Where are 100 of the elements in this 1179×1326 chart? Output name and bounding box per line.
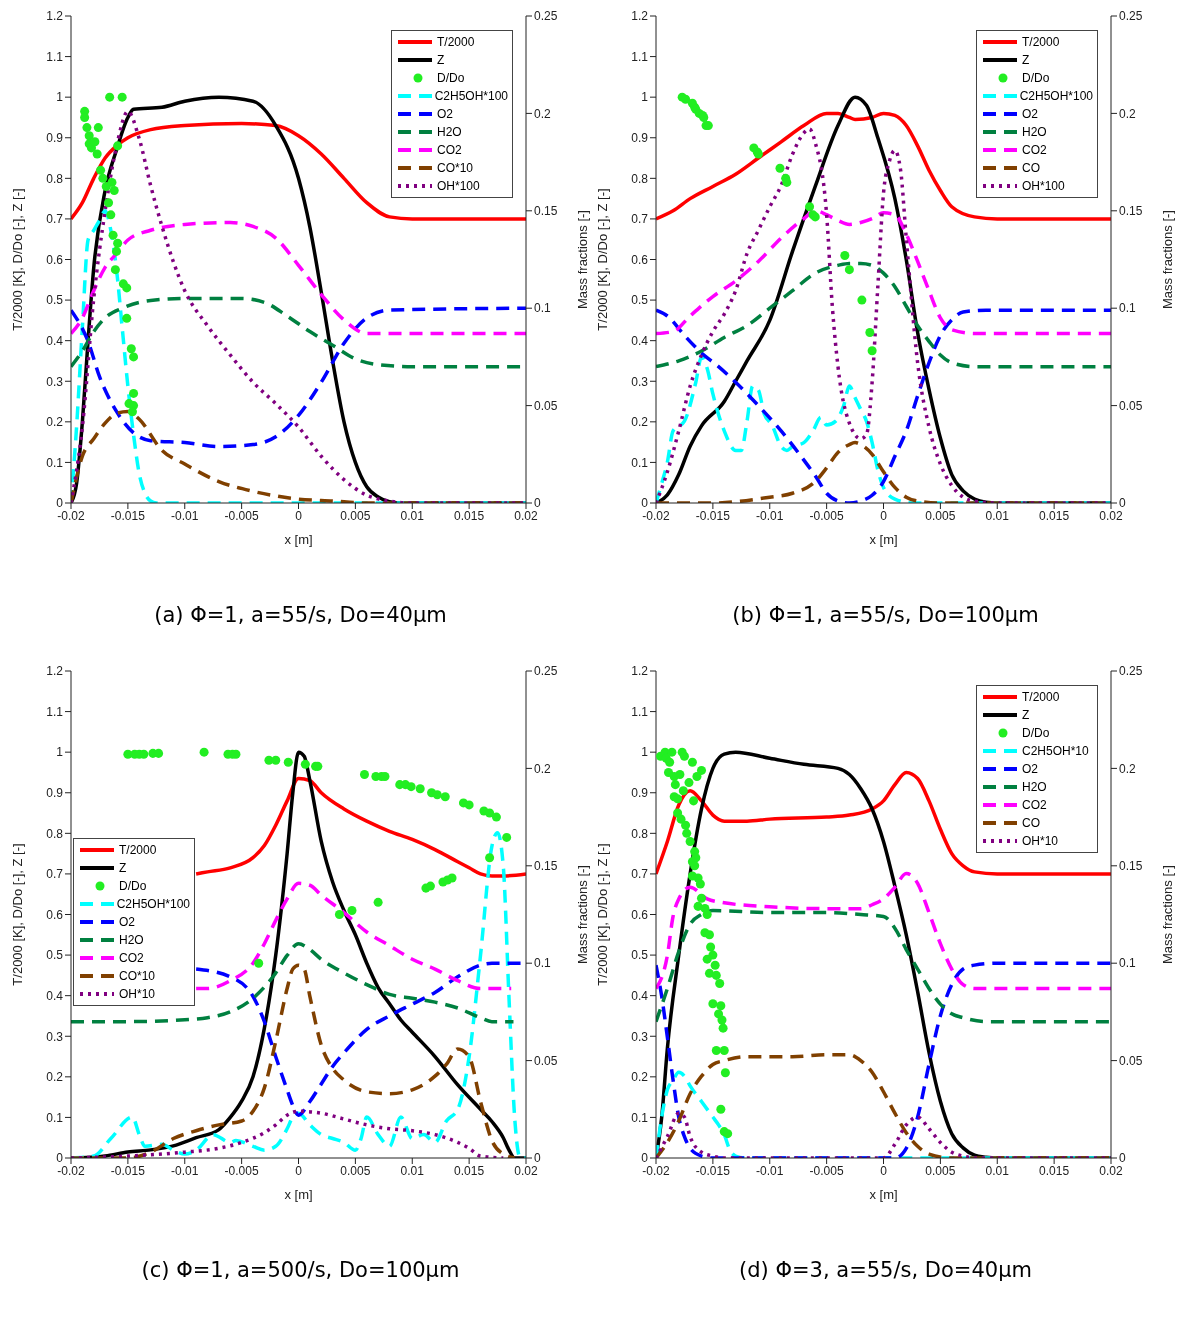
y2-tick-label: 0.05 bbox=[1119, 1053, 1143, 1068]
y2-tick-label: 0.15 bbox=[534, 859, 558, 874]
point bbox=[704, 968, 714, 978]
point bbox=[665, 757, 675, 767]
y-tick-label: 0.9 bbox=[46, 786, 64, 801]
y-tick-label: 0.9 bbox=[631, 786, 649, 801]
legend-label: C2H5OH*100 bbox=[116, 896, 190, 913]
line-series bbox=[656, 111, 1111, 221]
point bbox=[122, 313, 132, 323]
y-tick-label: 1.1 bbox=[631, 49, 649, 64]
legend-label: CO*10 bbox=[437, 160, 474, 177]
point bbox=[464, 800, 474, 810]
point bbox=[113, 141, 123, 151]
y-tick-label: 0.2 bbox=[631, 415, 649, 430]
x-tick-label: -0.01 bbox=[171, 508, 199, 523]
x-tick-label: 0.015 bbox=[454, 1163, 485, 1178]
y2-axis-title: Mass fractions [-] bbox=[1159, 865, 1175, 964]
x-tick-label: 0.01 bbox=[400, 1163, 425, 1178]
line-series bbox=[71, 1109, 505, 1158]
x-tick-label: 0.01 bbox=[400, 508, 425, 523]
y-tick-label: 0.3 bbox=[46, 1029, 64, 1044]
point bbox=[695, 879, 705, 889]
point bbox=[667, 747, 677, 757]
point bbox=[775, 163, 785, 173]
legend-label: Z bbox=[437, 52, 445, 69]
point bbox=[710, 960, 720, 970]
y-tick-label: 0.3 bbox=[631, 374, 649, 389]
y-tick-label: 1.2 bbox=[631, 664, 649, 679]
y-tick-label: 1.2 bbox=[46, 664, 64, 679]
legend-label: OH*10 bbox=[1022, 833, 1059, 850]
legend-label: C2H5OH*10 bbox=[1022, 743, 1089, 760]
legend-label: D/Do bbox=[1022, 725, 1050, 742]
y-tick-label: 0.5 bbox=[46, 948, 64, 963]
legend-label: H2O bbox=[1022, 124, 1047, 141]
line-series bbox=[194, 881, 513, 991]
legend-label: CO2 bbox=[1022, 142, 1047, 159]
point bbox=[105, 92, 115, 102]
y2-tick-label: 0.2 bbox=[1119, 106, 1137, 121]
y-tick-label: 0.4 bbox=[46, 333, 64, 348]
y2-tick-label: 0.15 bbox=[1119, 204, 1143, 219]
x-tick-label: -0.015 bbox=[110, 1163, 146, 1178]
y-tick-label: 0 bbox=[56, 496, 64, 511]
y2-tick-label: 0 bbox=[1119, 1151, 1126, 1166]
legend-label: C2H5OH*100 bbox=[434, 88, 508, 105]
point bbox=[502, 832, 512, 842]
y2-tick-label: 0 bbox=[534, 496, 541, 511]
x-tick-label: 0.02 bbox=[1099, 1163, 1123, 1178]
legend-label: Z bbox=[1022, 52, 1030, 69]
y2-tick-label: 0.25 bbox=[1119, 664, 1143, 679]
point bbox=[109, 186, 119, 196]
y-tick-label: 1 bbox=[641, 90, 649, 105]
point bbox=[708, 999, 718, 1009]
x-tick-label: 0.005 bbox=[340, 1163, 371, 1178]
y-tick-label: 1.1 bbox=[46, 49, 64, 64]
point bbox=[716, 1104, 726, 1114]
legend-label: CO2 bbox=[119, 950, 144, 967]
legend-label: T/2000 bbox=[1022, 34, 1060, 51]
legend-label: Z bbox=[1022, 707, 1030, 724]
point bbox=[696, 765, 707, 775]
x-tick-label: -0.01 bbox=[756, 1163, 784, 1178]
legend-label: H2O bbox=[437, 124, 462, 141]
point bbox=[106, 210, 116, 220]
y-tick-label: 1 bbox=[641, 745, 649, 760]
point bbox=[447, 873, 457, 883]
y2-tick-label: 0.2 bbox=[534, 761, 552, 776]
x-axis-title: x [m] bbox=[869, 532, 898, 547]
y2-tick-label: 0 bbox=[1119, 496, 1126, 511]
y-tick-label: 0.8 bbox=[46, 826, 64, 841]
y-tick-label: 1 bbox=[56, 745, 64, 760]
legend-label: O2 bbox=[437, 106, 454, 123]
point bbox=[300, 759, 310, 769]
point bbox=[82, 123, 92, 133]
point bbox=[117, 92, 127, 102]
x-tick-label: 0 bbox=[880, 508, 888, 523]
point bbox=[720, 1068, 730, 1078]
legend-label: T/2000 bbox=[1022, 689, 1060, 706]
x-tick-label: -0.005 bbox=[809, 508, 844, 523]
x-tick-label: 0.005 bbox=[340, 508, 371, 523]
legend-label: D/Do bbox=[119, 878, 147, 895]
line-series bbox=[71, 220, 526, 336]
point bbox=[689, 796, 699, 806]
x-tick-label: 0.005 bbox=[925, 1163, 956, 1178]
y-tick-label: 0.4 bbox=[46, 988, 64, 1003]
y2-tick-label: 0.2 bbox=[534, 106, 552, 121]
legend-label: T/2000 bbox=[437, 34, 475, 51]
point bbox=[857, 295, 867, 305]
y-tick-label: 0 bbox=[641, 496, 649, 511]
y-tick-label: 0.4 bbox=[631, 333, 649, 348]
point bbox=[254, 958, 264, 968]
point bbox=[690, 861, 700, 871]
y-tick-label: 0 bbox=[56, 1151, 64, 1166]
y-tick-label: 1.2 bbox=[46, 9, 64, 24]
legend-label: O2 bbox=[1022, 761, 1039, 778]
legend-label: D/Do bbox=[1022, 70, 1050, 87]
point bbox=[126, 344, 136, 354]
x-tick-label: -0.015 bbox=[695, 1163, 731, 1178]
line-series bbox=[71, 121, 526, 221]
point bbox=[491, 812, 501, 822]
point bbox=[127, 407, 137, 417]
y-tick-label: 0.2 bbox=[631, 1070, 649, 1085]
